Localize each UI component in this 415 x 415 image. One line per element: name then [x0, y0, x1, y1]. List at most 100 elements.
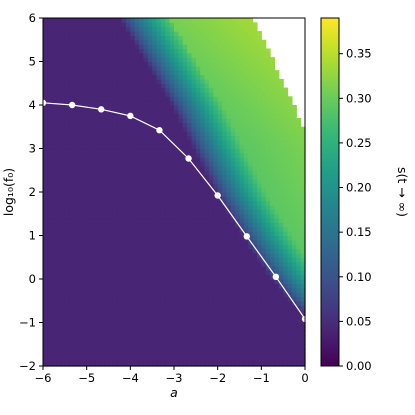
- heatmap-cell: [47, 22, 53, 28]
- heatmap-cell: [195, 209, 201, 215]
- heatmap-cell: [261, 200, 267, 206]
- heatmap-cell: [143, 187, 149, 193]
- heatmap-cell: [60, 118, 66, 123]
- heatmap-cell: [121, 283, 127, 289]
- heatmap-cell: [165, 279, 171, 284]
- heatmap-cell: [300, 287, 306, 293]
- heatmap-cell: [60, 170, 66, 176]
- heatmap-cell: [274, 135, 280, 141]
- heatmap-cell: [204, 109, 210, 115]
- heatmap-cell: [208, 39, 214, 45]
- heatmap-cell: [64, 96, 70, 102]
- heatmap-cell: [73, 313, 79, 319]
- heatmap-cell: [91, 205, 96, 210]
- heatmap-cell: [239, 274, 245, 280]
- heatmap-cell: [169, 339, 175, 345]
- heatmap-cell: [147, 52, 153, 58]
- heatmap-cell: [243, 335, 249, 341]
- heatmap-cell: [91, 70, 96, 76]
- heatmap-cell: [274, 257, 280, 263]
- heatmap-cell: [160, 274, 166, 280]
- heatmap-cell: [125, 157, 131, 163]
- heatmap-cell: [217, 118, 223, 123]
- heatmap-cell: [64, 65, 70, 71]
- heatmap-cell: [256, 126, 262, 132]
- heatmap-cell: [195, 257, 201, 263]
- heatmap-cell: [121, 292, 127, 297]
- heatmap-cell: [208, 87, 214, 93]
- heatmap-cell: [156, 118, 162, 123]
- heatmap-cell: [265, 348, 271, 354]
- heatmap-cell: [147, 292, 153, 297]
- heatmap-cell: [252, 126, 258, 132]
- heatmap-cell: [112, 139, 118, 145]
- heatmap-cell: [283, 261, 289, 267]
- heatmap-cell: [283, 361, 289, 367]
- heatmap-cell: [69, 44, 75, 50]
- heatmap-cell: [152, 361, 158, 367]
- heatmap-cell: [204, 344, 210, 350]
- heatmap-cell: [248, 74, 254, 80]
- heatmap-cell: [47, 235, 53, 241]
- heatmap-cell: [160, 335, 166, 341]
- heatmap-cell: [235, 118, 241, 123]
- heatmap-cell: [56, 109, 62, 115]
- heatmap-cell: [104, 239, 110, 245]
- heatmap-cell: [60, 335, 66, 341]
- heatmap-cell: [191, 318, 197, 324]
- heatmap-cell: [95, 22, 101, 28]
- heatmap-cell: [77, 91, 83, 97]
- heatmap-cell: [178, 48, 184, 54]
- heatmap-cell: [208, 309, 214, 315]
- heatmap-cell: [156, 152, 162, 158]
- heatmap-cell: [182, 187, 188, 193]
- heatmap-cell: [174, 91, 179, 97]
- heatmap-cell: [104, 174, 110, 180]
- heatmap-cell: [252, 339, 258, 345]
- heatmap-cell: [213, 209, 219, 215]
- heatmap-cell: [235, 357, 241, 363]
- heatmap-cell: [108, 61, 114, 67]
- heatmap-cell: [117, 152, 123, 158]
- heatmap-cell: [125, 265, 131, 271]
- heatmap-cell: [134, 205, 140, 210]
- heatmap-cell: [169, 57, 175, 63]
- heatmap-cell: [47, 96, 53, 102]
- heatmap-cell: [73, 218, 79, 224]
- heatmap-cell: [252, 222, 258, 228]
- heatmap-cell: [208, 257, 214, 263]
- heatmap-cell: [217, 292, 223, 297]
- heatmap-cell: [64, 18, 70, 23]
- heatmap-cell: [112, 209, 118, 215]
- heatmap-cell: [287, 126, 293, 132]
- heatmap-cell: [117, 300, 123, 306]
- heatmap-cell: [47, 35, 53, 41]
- heatmap-cell: [248, 274, 254, 280]
- heatmap-cell: [160, 313, 166, 319]
- heatmap-cell: [256, 252, 262, 258]
- heatmap-cell: [82, 231, 88, 237]
- heatmap-cell: [139, 18, 145, 23]
- heatmap-cell: [230, 70, 236, 76]
- heatmap-cell: [287, 118, 293, 123]
- heatmap-cell: [60, 318, 66, 324]
- heatmap-cell: [252, 192, 258, 197]
- heatmap-cell: [270, 326, 276, 332]
- heatmap-cell: [213, 44, 219, 50]
- heatmap-cell: [226, 261, 232, 267]
- heatmap-cell: [112, 352, 118, 358]
- heatmap-cell: [291, 231, 297, 237]
- heatmap-cell: [95, 239, 101, 245]
- heatmap-cell: [108, 222, 114, 228]
- heatmap-cell: [204, 144, 210, 150]
- heatmap-cell: [99, 122, 105, 128]
- heatmap-cell: [130, 244, 136, 250]
- heatmap-cell: [252, 157, 258, 163]
- heatmap-cell: [73, 170, 79, 176]
- heatmap-cell: [174, 126, 179, 132]
- heatmap-cell: [248, 326, 254, 332]
- heatmap-cell: [86, 35, 92, 41]
- heatmap-cell: [165, 335, 171, 341]
- heatmap-cell: [73, 109, 79, 115]
